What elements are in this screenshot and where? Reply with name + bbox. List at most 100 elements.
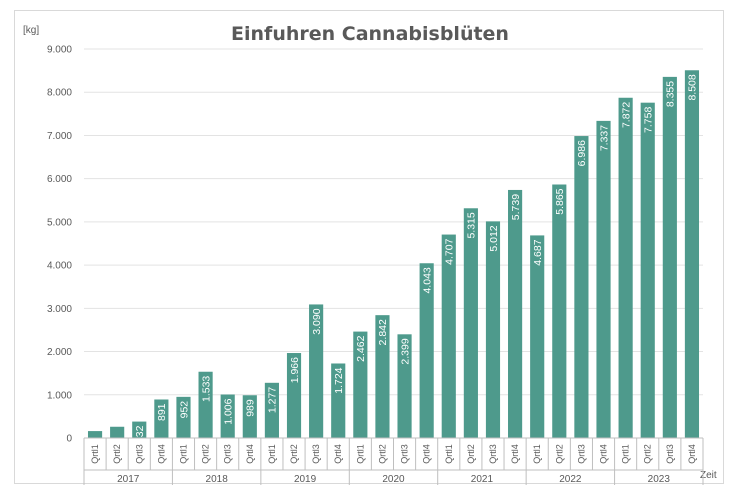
bar xyxy=(264,382,279,438)
data-label: 1.277 xyxy=(267,387,279,413)
quarter-label: Qrtl3 xyxy=(223,444,233,464)
data-label: 2.462 xyxy=(355,335,367,361)
bar xyxy=(132,421,147,438)
quarter-label: Qrtl3 xyxy=(134,444,144,464)
quarter-label: Qrtl2 xyxy=(112,444,122,464)
data-label: 5.315 xyxy=(466,212,478,238)
data-label: 4.687 xyxy=(532,239,544,265)
y-tick-label: 7.000 xyxy=(47,131,72,142)
bar xyxy=(485,221,501,438)
year-label: 2019 xyxy=(294,474,317,485)
quarter-label: Qrtl3 xyxy=(311,444,321,464)
y-tick-label: 2.000 xyxy=(47,347,72,358)
data-label: 4.707 xyxy=(444,238,456,264)
bar xyxy=(87,431,103,438)
bar xyxy=(574,136,589,438)
y-axis-ticks: 0 1.000 2.000 3.000 4.000 5.000 6.000 7.000 8.00… xyxy=(47,45,72,445)
quarter-label: Qrtl2 xyxy=(643,444,653,464)
bar xyxy=(331,363,346,438)
y-tick-label: 4.000 xyxy=(47,261,72,272)
data-label: 891 xyxy=(156,403,168,421)
y-tick-label: 8.000 xyxy=(47,88,72,99)
quarter-label: Qrtl2 xyxy=(466,444,476,464)
quarter-label: Qrtl1 xyxy=(444,444,454,464)
y-tick-label: 6.000 xyxy=(47,174,72,185)
bar-chart: Einfuhren Cannabisblüten [kg] Zeit 0 1.00… xyxy=(23,23,717,485)
quarter-label: Qrtl1 xyxy=(621,444,631,464)
data-label: 4.043 xyxy=(421,267,433,293)
chart-title: Einfuhren Cannabisblüten xyxy=(231,23,509,45)
quarter-label: Qrtl3 xyxy=(576,444,586,464)
y-tick-label: 5.000 xyxy=(47,217,72,228)
quarter-label: Qrtl1 xyxy=(355,444,365,464)
quarter-label: Qrtl2 xyxy=(201,444,211,464)
quarter-label: Qrtl4 xyxy=(245,444,255,464)
bar xyxy=(640,102,655,438)
data-label: 1.533 xyxy=(200,376,212,402)
quarter-label: Qrtl1 xyxy=(178,444,188,464)
bar xyxy=(154,399,169,438)
year-label: 2018 xyxy=(206,474,229,485)
bar xyxy=(397,334,412,438)
bar xyxy=(242,395,257,438)
quarter-label: Qrtl4 xyxy=(422,444,432,464)
quarter-label: Qrtl4 xyxy=(333,444,343,464)
quarter-label: Qrtl3 xyxy=(665,444,675,464)
bar xyxy=(286,353,302,438)
data-label: 952 xyxy=(178,401,190,419)
y-tick-label: 9.000 xyxy=(47,45,72,56)
quarter-label: Qrtl3 xyxy=(400,444,410,464)
data-label: 3.090 xyxy=(311,308,323,334)
y-tick-label: 1.000 xyxy=(47,390,72,401)
year-label: 2020 xyxy=(382,474,405,485)
data-label: 7.337 xyxy=(598,125,610,151)
year-label: 2021 xyxy=(471,474,494,485)
quarter-label: Qrtl4 xyxy=(599,444,609,464)
data-labels: 32 891 952 1.533 1.006 989 1.277 1.966 3.090 1.72… xyxy=(134,74,699,437)
quarter-label: Qrtl1 xyxy=(90,444,100,464)
y-tick-label: 0 xyxy=(66,434,72,445)
bar xyxy=(508,189,523,438)
data-label: 2.842 xyxy=(377,319,389,345)
bar xyxy=(220,394,235,438)
bar xyxy=(552,184,567,438)
data-label: 989 xyxy=(245,399,257,417)
data-label: 32 xyxy=(134,425,146,437)
year-label: 2022 xyxy=(559,474,582,485)
data-label: 1.724 xyxy=(333,367,345,393)
bar xyxy=(441,234,456,438)
bar xyxy=(596,120,611,439)
data-label: 5.012 xyxy=(488,225,500,251)
data-label: 1.966 xyxy=(289,357,301,383)
bars xyxy=(87,70,700,439)
data-label: 1.006 xyxy=(222,398,234,424)
quarter-label: Qrtl1 xyxy=(532,444,542,464)
data-label: 7.872 xyxy=(620,102,632,128)
quarter-label: Qrtl2 xyxy=(377,444,387,464)
bar xyxy=(110,426,125,438)
quarter-label: Qrtl2 xyxy=(289,444,299,464)
chart-frame: Einfuhren Cannabisblüten [kg] Zeit 0 1.00… xyxy=(14,10,724,485)
bar xyxy=(618,97,633,438)
bar xyxy=(375,315,390,438)
bar xyxy=(684,70,700,439)
bar xyxy=(176,396,191,438)
x-axis-label: Zeit xyxy=(700,470,717,481)
data-label: 8.355 xyxy=(665,81,677,107)
quarter-label: Qrtl1 xyxy=(267,444,277,464)
year-label: 2017 xyxy=(117,474,140,485)
y-tick-label: 3.000 xyxy=(47,304,72,315)
quarter-label: Qrtl4 xyxy=(687,444,697,464)
data-label: 2.399 xyxy=(399,338,411,364)
data-label: 6.986 xyxy=(576,140,588,166)
bar xyxy=(353,331,368,438)
bar xyxy=(309,304,324,438)
data-label: 5.865 xyxy=(554,188,566,214)
bar xyxy=(419,263,434,438)
bar xyxy=(463,208,478,438)
quarter-label: Qrtl4 xyxy=(510,444,520,464)
quarter-label: Qrtl4 xyxy=(156,444,166,464)
quarter-label: Qrtl3 xyxy=(488,444,498,464)
data-label: 5.739 xyxy=(510,194,522,220)
bar xyxy=(662,76,677,439)
